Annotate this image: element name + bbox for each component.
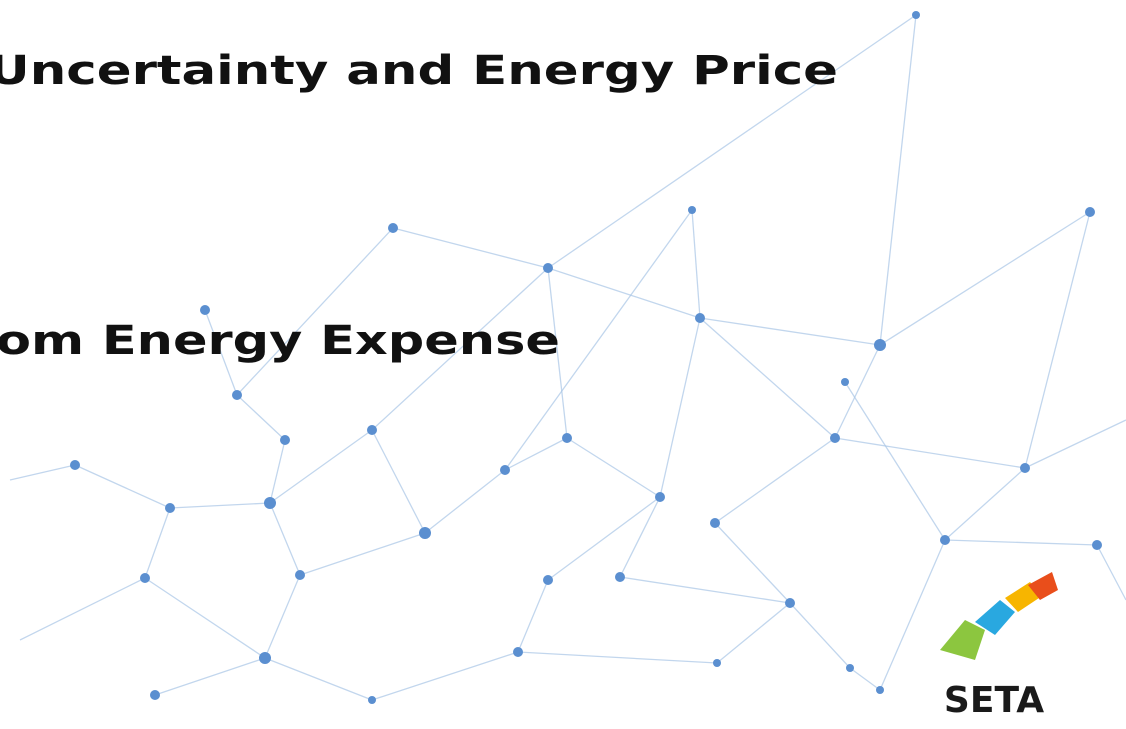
title-line: Uncertainty and Energy Price [0,48,838,94]
title-line: om Energy Expense [0,318,560,364]
logo-text: SETA [944,680,1044,721]
logo: SETA [940,572,1058,721]
slide: Uncertainty and Energy Price om Energy E… [0,0,1126,729]
